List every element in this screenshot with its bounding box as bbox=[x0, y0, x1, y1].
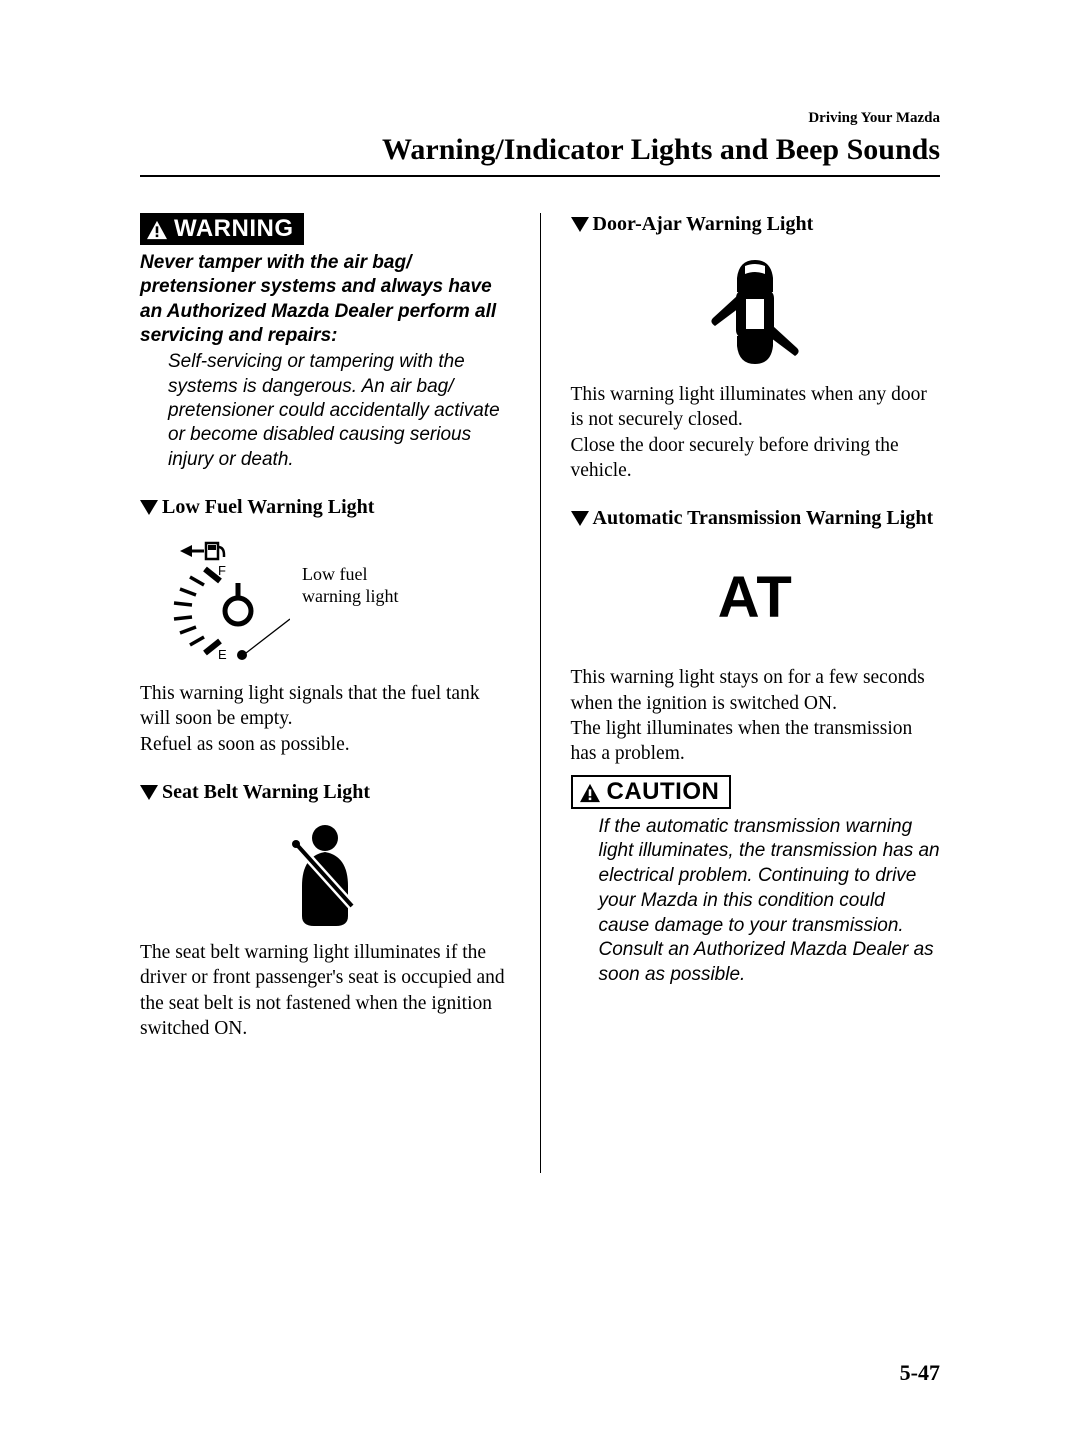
warning-label-box: WARNING bbox=[140, 213, 304, 245]
left-column: WARNING Never tamper with the air bag/ p… bbox=[140, 213, 540, 1173]
door-ajar-heading: Door-Ajar Warning Light bbox=[571, 213, 941, 236]
caution-label-box: CAUTION bbox=[571, 775, 732, 809]
page-number: 5-47 bbox=[900, 1360, 940, 1386]
door-ajar-figure bbox=[571, 252, 941, 372]
door-ajar-body: This warning light illuminates when any … bbox=[571, 382, 941, 483]
caption-line1: Low fuel bbox=[302, 564, 367, 584]
seat-belt-heading-text: Seat Belt Warning Light bbox=[162, 781, 370, 804]
fuel-gauge-icon: F E bbox=[150, 533, 290, 673]
title-rule bbox=[140, 175, 940, 177]
two-column-layout: WARNING Never tamper with the air bag/ p… bbox=[140, 213, 940, 1173]
seat-belt-body: The seat belt warning light illuminates … bbox=[140, 940, 510, 1041]
seat-belt-heading: Seat Belt Warning Light bbox=[140, 781, 510, 804]
auto-trans-heading: Automatic Transmission Warning Light bbox=[571, 507, 941, 530]
auto-trans-heading-text: Automatic Transmission Warning Light bbox=[593, 507, 934, 530]
low-fuel-heading-text: Low Fuel Warning Light bbox=[162, 496, 374, 519]
triangle-bullet-icon bbox=[571, 217, 589, 232]
caption-line2: warning light bbox=[302, 586, 399, 606]
fuel-gauge-caption: Low fuel warning light bbox=[302, 563, 399, 608]
door-ajar-heading-text: Door-Ajar Warning Light bbox=[593, 213, 814, 236]
low-fuel-body: This warning light signals that the fuel… bbox=[140, 681, 510, 757]
warning-detail-text: Self-servicing or tampering with the sys… bbox=[168, 350, 510, 472]
caution-body-text: If the automatic transmission warning li… bbox=[599, 815, 941, 988]
warning-lead-text: Never tamper with the air bag/ pretensio… bbox=[140, 251, 510, 348]
header: Driving Your Mazda bbox=[140, 110, 940, 127]
auto-trans-body: This warning light stays on for a few se… bbox=[571, 665, 941, 766]
svg-text:F: F bbox=[218, 563, 226, 578]
breadcrumb: Driving Your Mazda bbox=[140, 110, 940, 127]
caution-label-text: CAUTION bbox=[607, 778, 720, 806]
triangle-bullet-icon bbox=[571, 511, 589, 526]
fuel-gauge-figure: F E Low fuel warning light bbox=[150, 533, 510, 673]
seat-belt-figure bbox=[140, 820, 510, 930]
manual-page: Driving Your Mazda Warning/Indicator Lig… bbox=[0, 0, 1080, 1456]
warning-label-text: WARNING bbox=[174, 215, 294, 243]
alert-triangle-icon bbox=[579, 782, 601, 802]
alert-triangle-icon bbox=[146, 219, 168, 239]
low-fuel-heading: Low Fuel Warning Light bbox=[140, 496, 510, 519]
svg-text:E: E bbox=[218, 647, 227, 662]
at-symbol: AT bbox=[571, 564, 941, 631]
triangle-bullet-icon bbox=[140, 785, 158, 800]
right-column: Door-Ajar Warning Light This warning lig… bbox=[541, 213, 941, 1173]
seat-belt-icon bbox=[280, 820, 370, 930]
triangle-bullet-icon bbox=[140, 500, 158, 515]
door-ajar-icon bbox=[695, 252, 815, 372]
page-title: Warning/Indicator Lights and Beep Sounds bbox=[140, 133, 940, 167]
